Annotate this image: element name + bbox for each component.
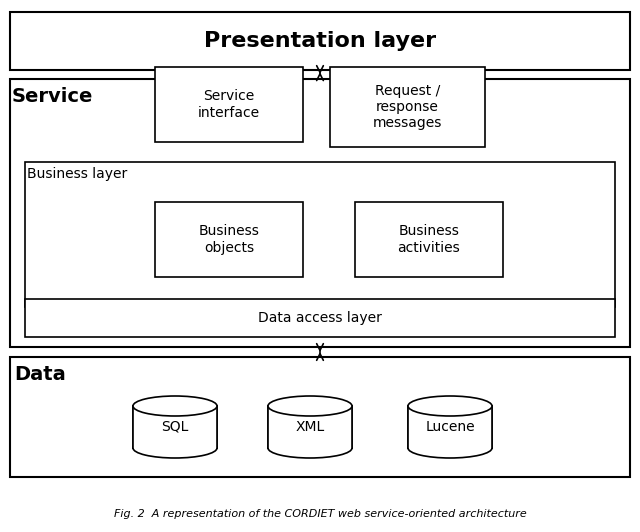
Bar — [155, 202, 303, 277]
Text: Data: Data — [14, 365, 66, 385]
Text: Business layer: Business layer — [27, 167, 127, 181]
Bar — [10, 12, 630, 70]
Text: Business
activities: Business activities — [397, 225, 460, 255]
Ellipse shape — [408, 438, 492, 458]
Bar — [408, 406, 492, 448]
Text: Lucene: Lucene — [425, 420, 475, 434]
Bar — [268, 406, 352, 448]
Ellipse shape — [133, 438, 217, 458]
Text: XML: XML — [296, 420, 324, 434]
Ellipse shape — [133, 396, 217, 416]
Bar — [25, 299, 615, 337]
Bar — [25, 162, 615, 307]
Bar — [133, 406, 217, 448]
Bar — [355, 202, 503, 277]
Ellipse shape — [268, 438, 352, 458]
Text: Fig. 2  A representation of the CORDIET web service-oriented architecture: Fig. 2 A representation of the CORDIET w… — [114, 509, 526, 519]
Text: SQL: SQL — [161, 420, 189, 434]
Text: Service: Service — [12, 87, 93, 106]
Bar — [10, 79, 630, 347]
Text: Data access layer: Data access layer — [258, 311, 382, 325]
Bar — [155, 67, 303, 142]
Text: Presentation layer: Presentation layer — [204, 31, 436, 51]
Ellipse shape — [268, 396, 352, 416]
Text: Request /
response
messages: Request / response messages — [373, 84, 442, 130]
Bar — [330, 67, 485, 147]
Text: Service
interface: Service interface — [198, 89, 260, 120]
Text: Business
objects: Business objects — [198, 225, 259, 255]
Bar — [10, 357, 630, 477]
Ellipse shape — [408, 396, 492, 416]
